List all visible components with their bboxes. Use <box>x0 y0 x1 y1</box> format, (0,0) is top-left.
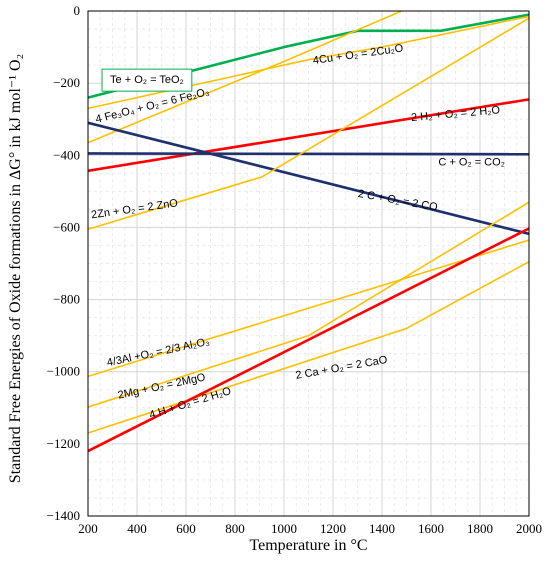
series-label: 2 Ca + O₂ = 2 CaO <box>295 354 389 382</box>
y-tick-label: −200 <box>53 75 80 90</box>
plot-frame <box>87 10 530 517</box>
series-label: C + O₂ = CO₂ <box>438 156 505 168</box>
x-tick-label: 1000 <box>271 521 297 536</box>
series-line-2 <box>87 10 402 144</box>
series-label-group: C + O₂ = CO₂ <box>438 156 505 168</box>
series-line-7 <box>87 239 530 378</box>
y-tick-label: −800 <box>53 292 80 307</box>
series-label-group: Te + O₂ = TeO₂ <box>101 68 193 92</box>
series-label: 4/3Al +O₂ = 2/3 Al₂O₃ <box>106 336 211 370</box>
x-tick-label: 1200 <box>320 521 346 536</box>
series-label-group: 4/3Al +O₂ = 2/3 Al₂O₃ <box>106 336 211 370</box>
x-tick-label: 600 <box>176 521 196 536</box>
x-axis-title: Temperature in °C <box>249 537 367 554</box>
y-tick-label: 0 <box>74 3 81 18</box>
series-label-group: 2 Ca + O₂ = 2 CaO <box>295 354 389 382</box>
series-line-8 <box>87 201 530 408</box>
series-line-5 <box>87 121 530 236</box>
x-tick-label: 200 <box>78 521 98 536</box>
y-tick-label: −1000 <box>47 364 80 379</box>
series-line-0 <box>87 13 530 99</box>
x-tick-label: 800 <box>225 521 245 536</box>
y-tick-labels: 0 −200 −400 −600 −800 −1000 −1200 −1400 <box>47 3 80 523</box>
series-line-6 <box>87 17 530 230</box>
series-line-1 <box>87 15 530 110</box>
x-tick-label: 1800 <box>467 521 493 536</box>
x-tick-label: 400 <box>127 521 147 536</box>
series-label-box <box>101 68 193 92</box>
x-tick-label: 2000 <box>516 521 542 536</box>
grid <box>88 11 529 516</box>
series-line-10 <box>87 227 530 453</box>
x-tick-labels: 200 400 600 800 1000 1200 1400 1600 1800 2000 <box>78 521 542 536</box>
y-tick-label: −600 <box>53 219 80 234</box>
y-tick-label: −400 <box>53 147 80 162</box>
series-label-group: 4Cu + O₂ = 2Cu₂O <box>312 42 404 67</box>
series-label-group: 2Zn + O₂ = 2 ZnO <box>90 197 179 221</box>
series-label: 2Zn + O₂ = 2 ZnO <box>90 197 179 221</box>
x-tick-label: 1600 <box>418 521 444 536</box>
series-lines <box>87 10 530 453</box>
x-tick-label: 1400 <box>369 521 395 536</box>
series-label: 4Cu + O₂ = 2Cu₂O <box>312 42 404 67</box>
series-label: Te + O₂ = TeO₂ <box>110 74 184 86</box>
series-line-4 <box>87 152 530 156</box>
y-tick-label: −1200 <box>47 436 80 451</box>
y-tick-label: −1400 <box>47 508 80 523</box>
y-axis-title: Standard Free Energies of Oxide formatio… <box>7 54 24 483</box>
series-line-3 <box>87 98 530 173</box>
